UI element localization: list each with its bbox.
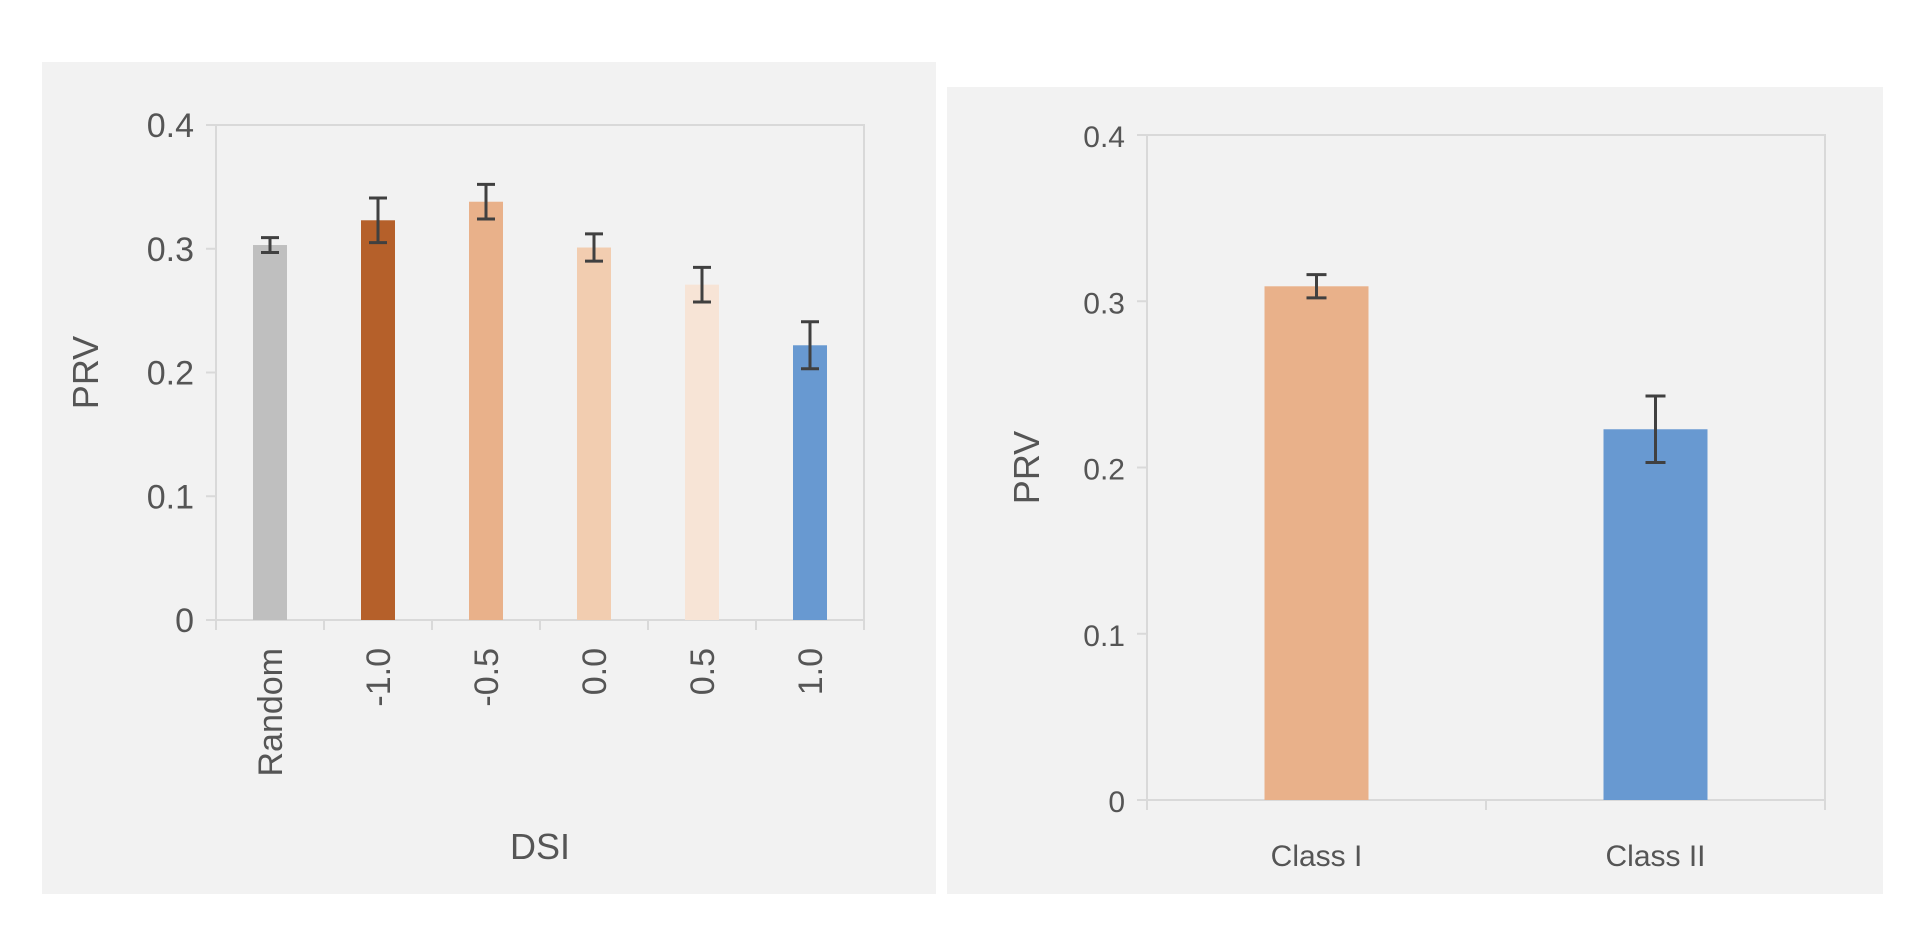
y-axis-title: PRV [1006, 431, 1047, 504]
plot-area-frame [1146, 134, 1826, 801]
y-tick-label: 0.4 [147, 107, 194, 145]
y-tick-label: 0 [175, 602, 194, 640]
y-tick-label: 0.1 [147, 478, 194, 516]
plot-area-frame [215, 124, 865, 621]
y-tick-label: 0 [1108, 786, 1125, 819]
bar-1-0 [793, 345, 827, 620]
x-tick-label: Random [252, 648, 290, 777]
y-tick-label: 0.2 [147, 355, 194, 393]
x-tick-label: Class I [1271, 840, 1363, 873]
y-tick-label: 0.1 [1083, 620, 1125, 653]
x-tick-label: 0.5 [684, 648, 722, 695]
x-tick-label: -1.0 [360, 648, 398, 707]
x-tick-label: Class II [1605, 840, 1705, 873]
y-tick-label: 0.4 [1083, 121, 1125, 154]
x-tick-label: 0.0 [576, 648, 614, 695]
bar-random [253, 245, 287, 620]
bar-0-0 [577, 247, 611, 620]
bar-class-i [1264, 286, 1369, 801]
x-tick-label: -0.5 [468, 648, 506, 707]
chart-class: 0 0.1 0.2 0.3 0.4 Class I Class II PRV [1006, 121, 1826, 873]
bar--1-0 [361, 220, 395, 620]
chart-dsi: 0 0.1 0.2 0.3 0.4 Random -1.0 -0.5 0.0 0.5 1.0 PRV D… [65, 107, 865, 867]
y-tick-label: 0.3 [147, 231, 194, 269]
y-tick-label: 0.3 [1083, 287, 1125, 320]
chart-panel-class: 0 0.1 0.2 0.3 0.4 Class I Class II PRV [947, 87, 1883, 894]
x-tick-label: 1.0 [792, 648, 830, 695]
chart-panel-dsi: 0 0.1 0.2 0.3 0.4 Random -1.0 -0.5 0.0 0.5 1.0 PRV D… [42, 62, 936, 894]
bar-0-5 [685, 284, 719, 620]
y-axis-title: PRV [65, 336, 106, 409]
bar--0-5 [469, 201, 503, 620]
bar-class-ii [1603, 429, 1708, 800]
x-axis-title: DSI [510, 826, 570, 867]
y-tick-label: 0.2 [1083, 454, 1125, 487]
